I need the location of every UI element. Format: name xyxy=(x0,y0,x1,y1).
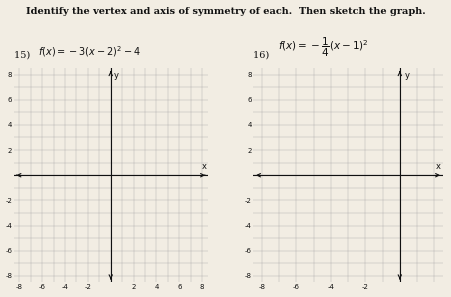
Text: $f(x)=-\dfrac{1}{4}(x-1)^2$: $f(x)=-\dfrac{1}{4}(x-1)^2$ xyxy=(277,36,368,59)
Text: x: x xyxy=(201,162,206,171)
Text: 16): 16) xyxy=(253,50,272,59)
Text: 15): 15) xyxy=(14,50,33,59)
Text: y: y xyxy=(114,71,119,80)
Text: Identify the vertex and axis of symmetry of each.  Then sketch the graph.: Identify the vertex and axis of symmetry… xyxy=(26,7,425,16)
Text: $f(x)=-3(x-2)^2-4$: $f(x)=-3(x-2)^2-4$ xyxy=(38,45,141,59)
Text: x: x xyxy=(435,162,440,171)
Text: y: y xyxy=(404,71,409,80)
